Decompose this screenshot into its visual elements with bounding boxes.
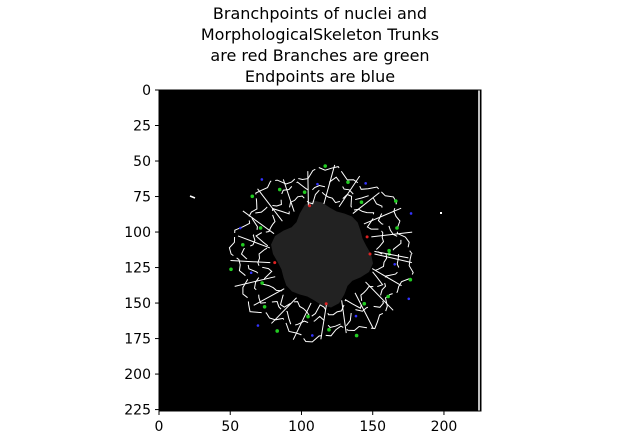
end-point <box>354 314 358 318</box>
trunk-point <box>324 302 328 306</box>
skeleton-spoke <box>234 276 276 287</box>
end-point <box>256 324 260 327</box>
image-plot <box>159 90 481 411</box>
chart-title: MorphologicalSkeleton Trunks <box>201 25 439 44</box>
branch-point <box>250 194 255 199</box>
skeleton-branch <box>228 166 414 343</box>
branch-point <box>260 281 264 285</box>
skeleton-spoke <box>371 268 402 287</box>
branch-point <box>229 267 233 272</box>
nucleus <box>271 200 373 308</box>
skeleton-spoke <box>341 300 347 334</box>
trunk-point <box>308 204 312 208</box>
y-tick-label: 25 <box>133 119 151 135</box>
end-point <box>409 212 413 215</box>
branch-point <box>275 329 280 333</box>
skeleton-spoke <box>352 192 380 214</box>
branch-point <box>354 333 359 338</box>
x-tick-label: 200 <box>431 419 458 435</box>
y-tick-label: 175 <box>124 332 151 348</box>
skeleton-spoke <box>230 260 271 264</box>
skeleton-spoke <box>374 253 412 264</box>
skeleton-spoke <box>354 292 374 329</box>
branch-point <box>386 294 390 299</box>
speck <box>440 212 442 214</box>
x-tick-label: 50 <box>221 419 239 435</box>
y-tick-label: 100 <box>124 225 151 241</box>
y-tick-label: 0 <box>142 83 151 99</box>
branch-point <box>359 200 364 205</box>
chart-title: are red Branches are green <box>210 46 429 65</box>
branch-point <box>395 226 399 230</box>
skeleton-spoke <box>282 179 295 212</box>
trunk-point <box>365 235 369 239</box>
x-tick-label: 0 <box>155 419 164 435</box>
skeleton-spoke <box>242 210 275 235</box>
axes-frame <box>158 89 482 412</box>
branch-point <box>346 180 350 184</box>
y-tick-label: 50 <box>133 154 151 170</box>
skeleton-spoke <box>271 297 297 324</box>
skeleton-spoke <box>253 288 285 306</box>
branch-point <box>277 187 282 192</box>
branch-point <box>327 327 331 332</box>
skeleton-branch <box>255 189 388 318</box>
branch-point <box>262 304 267 309</box>
skeleton-spoke <box>292 302 312 340</box>
y-tick-label: 200 <box>124 367 151 383</box>
end-point <box>393 262 397 266</box>
branch-point <box>306 314 310 319</box>
end-point <box>239 226 242 230</box>
end-point <box>316 182 319 186</box>
branch-point <box>302 190 307 194</box>
end-point <box>364 182 367 185</box>
end-point <box>407 297 411 301</box>
speck <box>189 195 196 199</box>
trunk-point <box>273 261 277 265</box>
skeleton-branch <box>240 176 402 329</box>
skeleton-spoke <box>365 281 394 311</box>
skeleton-spoke <box>257 188 283 222</box>
branch-point <box>387 248 391 253</box>
y-tick-label: 150 <box>124 296 151 312</box>
skeleton-spoke <box>320 303 328 340</box>
skeleton-spoke <box>323 164 336 205</box>
y-tick-label: 125 <box>124 261 151 277</box>
x-tick-label: 100 <box>288 419 315 435</box>
skeleton-spoke <box>363 207 402 225</box>
skeleton-spoke <box>374 250 409 259</box>
branch-point <box>240 242 245 247</box>
branch-point <box>393 199 398 203</box>
y-tick-label: 75 <box>133 190 151 206</box>
trunk-point <box>368 252 372 256</box>
y-tick-label: 225 <box>124 403 151 419</box>
skeleton-spoke <box>338 175 361 208</box>
skeleton-spoke <box>307 171 309 206</box>
chart-title: Endpoints are blue <box>245 67 395 86</box>
chart-title: Branchpoints of nuclei and <box>213 4 427 23</box>
end-point <box>249 271 253 275</box>
branch-point <box>408 277 413 282</box>
branch-point <box>323 164 328 168</box>
skeleton-spoke <box>237 235 271 249</box>
branch-point <box>258 226 263 230</box>
branch-point <box>362 301 367 306</box>
end-point <box>260 178 264 181</box>
x-tick-label: 150 <box>359 419 386 435</box>
end-point <box>311 334 314 337</box>
skeleton-spoke <box>371 231 413 238</box>
